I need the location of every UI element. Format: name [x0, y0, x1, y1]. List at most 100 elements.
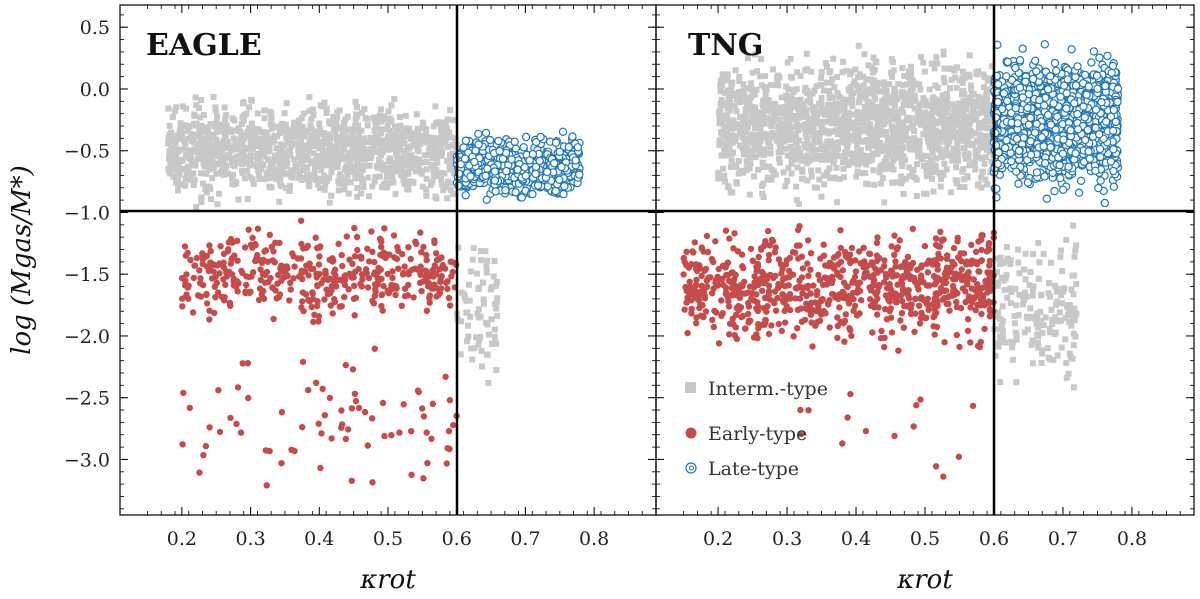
data-point-circle: [297, 255, 305, 262]
data-point-square: [760, 120, 767, 127]
data-point-circle: [779, 276, 787, 283]
data-point-square: [808, 167, 815, 174]
data-point-square: [1037, 308, 1044, 315]
data-point-square: [1057, 253, 1064, 260]
data-point-square: [830, 159, 837, 166]
data-point-square: [981, 74, 988, 81]
data-point-square: [444, 195, 451, 202]
data-point-square: [932, 168, 939, 175]
data-point-square: [365, 174, 372, 181]
data-point-square: [214, 201, 221, 208]
data-point-square: [721, 140, 728, 147]
data-point-square: [748, 80, 754, 87]
data-point-square: [814, 117, 821, 124]
data-point-square: [879, 175, 886, 181]
data-point-square: [870, 54, 877, 61]
data-point-square: [827, 139, 834, 146]
data-point-square: [361, 106, 368, 113]
data-point-circle: [416, 268, 424, 275]
data-point-square: [446, 180, 453, 187]
data-point-square: [724, 112, 731, 119]
series-early-type: [178, 217, 460, 489]
data-point-circle: [807, 266, 814, 273]
data-point-square: [757, 151, 764, 158]
data-point-square: [974, 110, 981, 117]
data-point-square: [444, 157, 451, 164]
data-point-square: [1002, 275, 1009, 282]
data-point-square: [725, 184, 732, 191]
data-point-square: [733, 108, 740, 115]
data-point-square: [377, 106, 384, 113]
data-point-circle: [891, 232, 898, 239]
data-point-square: [946, 65, 953, 72]
data-point-square: [911, 105, 918, 112]
data-point-square: [435, 172, 442, 179]
data-point-circle: [315, 318, 322, 325]
data-point-square: [987, 148, 994, 155]
data-point-square: [1007, 257, 1014, 264]
data-point-circle: [400, 401, 407, 408]
data-point-circle: [350, 295, 358, 302]
data-point-square: [842, 122, 849, 128]
data-point-circle: [371, 292, 379, 300]
data-point-square: [778, 94, 785, 101]
data-point-square: [863, 76, 870, 83]
data-point-square: [1009, 344, 1016, 351]
data-point-circle: [708, 255, 716, 263]
data-point-circle: [400, 269, 407, 277]
data-point-square: [837, 127, 844, 133]
data-point-square: [210, 165, 217, 172]
data-point-square: [171, 108, 178, 115]
data-point-square: [919, 156, 926, 163]
data-point-square: [828, 116, 835, 123]
data-point-circle: [968, 241, 975, 248]
data-point-square: [357, 153, 364, 160]
data-point-square: [753, 132, 760, 138]
data-point-square: [423, 126, 430, 133]
data-point-spiral: [470, 157, 479, 167]
data-point-square: [354, 185, 361, 191]
data-point-circle: [904, 267, 911, 275]
data-point-square: [277, 163, 283, 170]
data-point-square: [951, 134, 957, 141]
data-point-square: [197, 114, 204, 121]
data-point-square: [721, 89, 728, 96]
data-point-square: [976, 102, 983, 109]
data-point-circle: [259, 270, 267, 278]
data-point-square: [962, 113, 969, 120]
data-point-square: [805, 142, 812, 149]
data-point-square: [447, 160, 454, 167]
data-point-circle: [283, 263, 290, 270]
data-point-square: [212, 107, 219, 114]
data-point-square: [975, 181, 982, 188]
data-point-square: [229, 158, 236, 165]
data-point-circle: [785, 282, 792, 289]
data-point-circle: [266, 447, 273, 455]
data-point-square: [862, 158, 869, 165]
data-point-square: [191, 120, 197, 127]
data-point-square: [997, 254, 1004, 261]
data-point-circle: [804, 237, 812, 244]
data-point-square: [278, 143, 285, 150]
data-point-square: [189, 137, 195, 144]
data-point-circle: [375, 264, 382, 272]
data-point-circle: [765, 291, 772, 298]
data-point-circle: [372, 286, 379, 293]
data-point-square: [716, 141, 723, 148]
data-point-square: [298, 115, 305, 121]
data-point-square: [433, 139, 440, 146]
data-point-square: [235, 146, 242, 153]
data-point-circle: [321, 412, 328, 419]
data-point-circle: [742, 325, 749, 332]
data-point-square: [818, 69, 825, 75]
data-point-square: [787, 143, 794, 150]
data-point-circle: [881, 257, 888, 264]
data-point-circle: [344, 426, 352, 433]
data-point-circle: [341, 293, 348, 301]
data-point-circle: [429, 400, 436, 407]
data-point-square: [856, 91, 863, 98]
data-point-circle: [730, 245, 737, 252]
data-point-square: [784, 152, 791, 159]
data-point-square: [965, 94, 972, 101]
data-point-square: [818, 143, 825, 150]
